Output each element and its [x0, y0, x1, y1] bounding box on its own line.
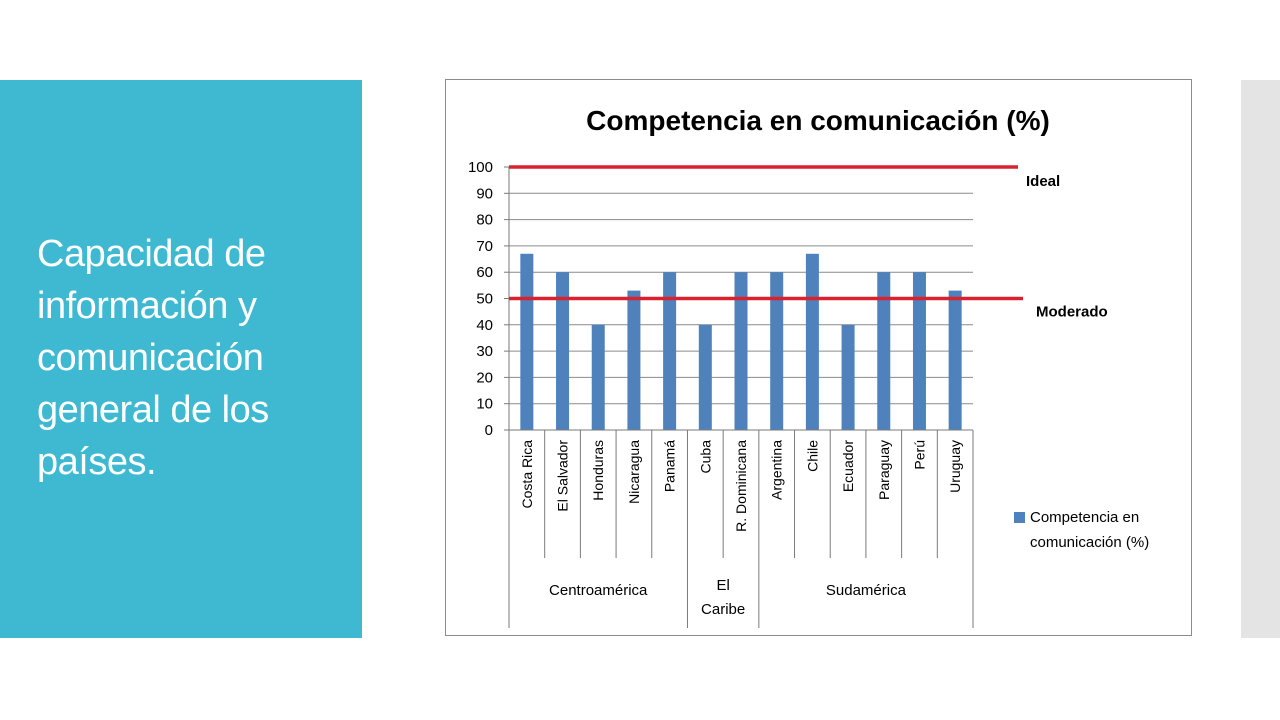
group-label: Caribe	[701, 601, 745, 618]
y-tick-label: 80	[476, 212, 493, 229]
group-label: Sudamérica	[826, 582, 907, 599]
chart-frame: Competencia en comunicación (%) 0 10 20 30 4…	[445, 79, 1192, 636]
bar	[841, 324, 855, 430]
y-tick-label: 100	[468, 159, 493, 176]
chart-title: Competencia en comunicación (%)	[586, 105, 1050, 136]
legend-label: Competencia en	[1030, 509, 1139, 526]
category-labels: Costa Rica El Salvador Honduras Nicaragua Pa…	[519, 440, 963, 618]
y-tick-label: 10	[476, 396, 493, 413]
category-label: R. Dominicana	[733, 440, 749, 532]
category-label: Uruguay	[947, 440, 963, 493]
slide-title-line: general de los	[37, 389, 269, 431]
y-tick-label: 20	[476, 369, 493, 386]
legend-swatch	[1014, 512, 1025, 523]
bar	[770, 272, 784, 430]
y-tick-label: 90	[476, 185, 493, 202]
category-label: Chile	[804, 440, 820, 472]
bar	[698, 324, 712, 430]
bar	[556, 272, 570, 430]
category-label: Cuba	[697, 440, 713, 474]
slide-title-line: comunicación	[37, 337, 264, 379]
side-strip	[1241, 80, 1280, 638]
category-label: Costa Rica	[519, 440, 535, 509]
category-label: Ecuador	[840, 440, 856, 492]
category-label: Perú	[911, 440, 927, 470]
bar	[734, 272, 748, 430]
bars	[520, 253, 962, 430]
category-label: Honduras	[590, 440, 606, 501]
reference-label: Ideal	[1026, 173, 1060, 190]
bar	[948, 290, 962, 430]
y-tick-label: 0	[485, 422, 493, 439]
category-label: El Salvador	[555, 440, 571, 512]
y-tick-label: 60	[476, 264, 493, 281]
group-label: El	[716, 577, 729, 594]
category-label: Nicaragua	[626, 440, 642, 504]
bar	[520, 253, 534, 430]
y-tick-label: 70	[476, 238, 493, 255]
y-tick-label: 50	[476, 291, 493, 308]
bar	[912, 272, 926, 430]
slide-title-line: Capacidad de	[37, 233, 266, 275]
slide-title-line: países.	[37, 441, 157, 483]
category-label: Argentina	[769, 440, 785, 500]
bar	[627, 290, 641, 430]
legend-label: comunicación (%)	[1030, 534, 1149, 551]
bar-chart: Competencia en comunicación (%) 0 10 20 30 4…	[468, 105, 1149, 628]
title-panel	[0, 80, 362, 638]
bar	[663, 272, 677, 430]
bar	[805, 253, 819, 430]
y-tick-label: 30	[476, 343, 493, 360]
legend: Competencia en comunicación (%)	[1014, 509, 1149, 551]
slide-title-line: información y	[37, 285, 257, 327]
category-label: Panamá	[662, 440, 678, 492]
reference-lines: Ideal Moderado	[509, 165, 1108, 321]
bar	[591, 324, 605, 430]
reference-label: Moderado	[1036, 304, 1108, 321]
group-label: Centroamérica	[549, 582, 648, 599]
category-label: Paraguay	[876, 440, 892, 500]
axes: 0 10 20 30 40 50 60 70 80 90 100	[468, 159, 974, 628]
slide-title: Capacidad de información y comunicación gen…	[37, 228, 337, 488]
bar	[877, 272, 891, 430]
y-tick-label: 40	[476, 317, 493, 334]
